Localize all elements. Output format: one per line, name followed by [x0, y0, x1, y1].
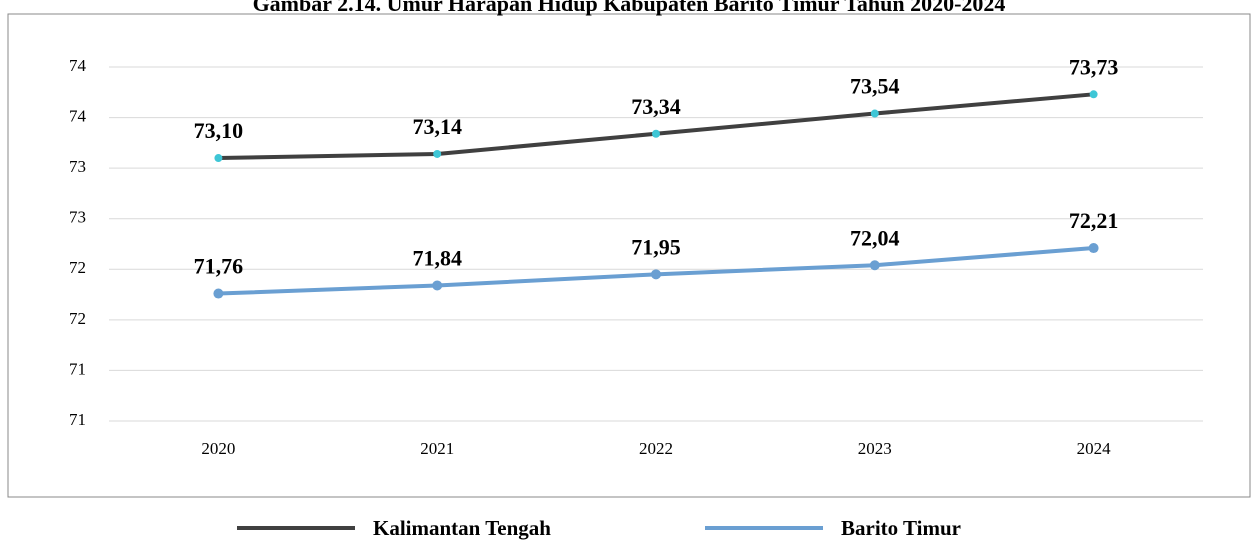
- y-tick-label: 73: [69, 157, 86, 176]
- data-label: 73,34: [631, 94, 681, 119]
- x-tick-label: 2020: [201, 439, 235, 458]
- legend-label: Barito Timur: [841, 516, 961, 540]
- data-point: [651, 269, 661, 280]
- chart-title: Gambar 2.14. Umur Harapan Hidup Kabupate…: [253, 0, 1006, 16]
- data-label: 73,10: [194, 118, 244, 143]
- data-point: [214, 154, 223, 163]
- y-tick-label: 73: [69, 208, 86, 227]
- y-tick-label: 71: [69, 359, 86, 378]
- data-point: [1089, 90, 1098, 99]
- x-tick-label: 2023: [858, 439, 892, 458]
- data-label: 72,21: [1069, 208, 1119, 233]
- data-label: 73,14: [412, 114, 462, 139]
- x-tick-label: 2024: [1077, 439, 1112, 458]
- legend-label: Kalimantan Tengah: [373, 516, 551, 540]
- data-point: [213, 288, 224, 299]
- data-label: 73,73: [1069, 54, 1119, 79]
- data-point: [652, 129, 660, 138]
- y-tick-label: 72: [69, 258, 86, 277]
- data-point: [870, 109, 879, 118]
- data-label: 71,76: [194, 254, 244, 279]
- x-tick-label: 2021: [420, 439, 454, 458]
- data-label: 72,04: [850, 225, 900, 250]
- data-label: 71,95: [631, 234, 681, 259]
- data-label: 73,54: [850, 74, 900, 99]
- data-label: 71,84: [412, 246, 462, 271]
- data-point: [433, 149, 442, 158]
- y-tick-label: 74: [69, 56, 87, 75]
- data-point: [432, 280, 443, 291]
- x-tick-label: 2022: [639, 439, 673, 458]
- y-tick-label: 72: [69, 309, 86, 328]
- y-tick-label: 74: [69, 106, 87, 125]
- chart-frame: [7, 13, 1251, 498]
- y-tick-label: 71: [69, 410, 86, 429]
- data-point: [1088, 243, 1099, 254]
- data-point: [869, 260, 880, 271]
